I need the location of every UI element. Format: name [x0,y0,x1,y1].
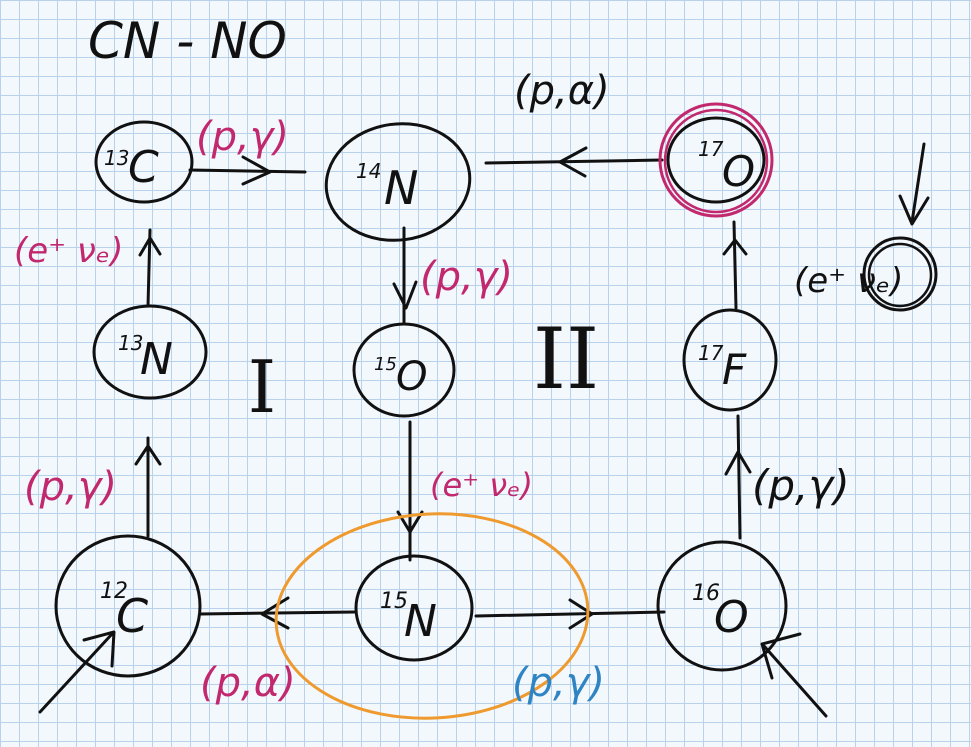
nucleus-n15-mass: 15 [380,589,408,614]
reaction-o15-to-n15: (e⁺ νₑ) [430,466,533,504]
diagram-title: CN - NO [88,12,287,70]
reaction-n13-to-c13: (e⁺ νₑ) [14,231,123,271]
nucleus-c12-mass: 12 [100,579,128,604]
arrow-o16-to-f17-head [724,450,752,476]
incoming-arrow-o16 [762,644,828,718]
incoming-arrow-o16-head [760,632,802,680]
arrow-n13-to-c13-head [138,236,162,257]
highlight-ring-n15 [274,512,590,720]
nucleus-n14-element: N [384,161,418,215]
reaction-f17-to-o17: (e⁺ νₑ) [794,261,903,301]
nucleus-n13-element: N [140,334,173,385]
marker-arrow-neutrino-head [898,194,930,226]
arrow-o17-to-n14-head [558,146,588,178]
nucleus-c13-element: C [128,142,159,193]
arrow-c13-to-n14-head [241,155,272,186]
arrow-f17-to-o17 [732,220,738,310]
reaction-c12-to-n13: (p,γ) [24,464,117,510]
nucleus-c12: 12 C [54,534,202,678]
arrow-f17-to-o17-head [722,238,748,256]
neutrino-highlight-circle [862,236,938,312]
arrow-o17-to-n14 [484,158,664,165]
nucleus-o15-mass: 15 [374,354,397,375]
nucleus-c12-element: C [116,589,148,643]
nucleus-n13: 13 N [92,304,208,400]
nucleus-o16: 16 O [656,540,788,672]
arrow-c12-to-n13-head [134,444,162,466]
nucleus-f17: 17 F [682,308,778,412]
nucleus-c13-mass: 13 [104,146,129,170]
incoming-arrow-c12 [38,632,114,714]
marker-arrow-neutrino [910,142,926,224]
nucleus-f17-mass: 17 [698,341,724,365]
highlight-ring-o17 [658,102,774,218]
nucleus-o15: 15 O [352,322,456,418]
reaction-o16-to-f17: (p,γ) [752,461,850,510]
arrow-n14-to-o15-head [392,280,418,310]
arrow-c13-to-n14 [188,168,307,174]
nucleus-o17-mass: 17 [698,137,724,161]
cycle-label-1: I [248,345,276,429]
nucleus-o17-element: O [722,147,755,196]
nucleus-n15: 15 N [354,554,474,662]
arrow-o15-to-n15-head [396,510,424,534]
incoming-arrow-c12-head [82,630,116,668]
arrow-o16-to-f17 [736,414,742,540]
arrow-n13-to-c13 [146,228,152,308]
reaction-o17-to-n14: (p,α) [514,68,610,114]
reaction-c13-to-n14: (p,γ) [196,114,289,160]
nucleus-c13: 13 C [94,120,194,204]
cycle-label-2: II [533,310,599,408]
reaction-n15-to-c12: (p,α) [200,660,296,706]
reaction-n15-to-o16: (p,γ) [512,660,605,706]
nucleus-n14: 14 N [324,122,472,242]
arrow-n15-to-o16-head [568,598,594,630]
arrow-n15-to-o16 [474,610,666,618]
nucleus-o16-element: O [714,592,749,643]
nucleus-f17-element: F [722,345,747,394]
nucleus-o17: 17 O [658,102,774,218]
nucleus-n14-mass: 14 [356,159,381,183]
nucleus-o15-element: O [396,354,427,400]
nucleus-o16-mass: 16 [692,581,720,606]
reaction-n14-to-o15: (p,γ) [420,254,513,300]
nucleus-n15-element: N [404,596,437,647]
nucleus-n13-mass: 13 [118,331,143,355]
